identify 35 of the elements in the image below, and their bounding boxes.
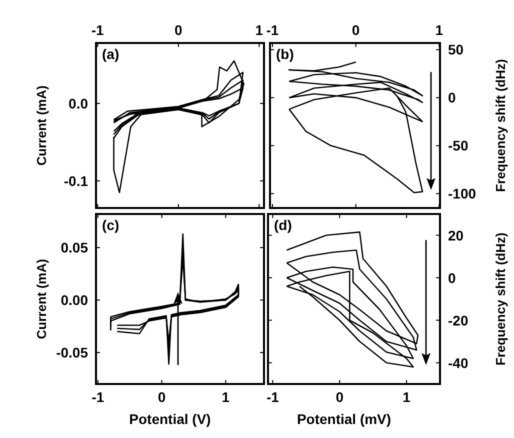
y2-axis-title: Frequency shift (dHz) [493, 232, 508, 366]
annotation: (b) [276, 46, 294, 62]
x-tick-label: -1 [266, 22, 279, 38]
x-axis-title: Potential (V) [129, 411, 211, 427]
y2-tick-label: 20 [448, 227, 464, 244]
y-tick-label: 0.05 [60, 240, 88, 256]
annotation: (a) [102, 46, 120, 62]
y-tick-label: -0.05 [56, 344, 88, 361]
y-tick-label: 0.00 [60, 292, 88, 308]
annotation: (d) [274, 217, 292, 233]
y-tick-label: -0.1 [64, 172, 88, 189]
y-axis-title: Current (mA) [34, 85, 49, 166]
x-tick-label: -1 [92, 389, 104, 405]
y2-tick-label: -40 [448, 354, 468, 371]
x-tick-label: 0 [352, 22, 360, 38]
y-tick-label: 0.0 [68, 95, 88, 112]
x-tick-label: 0 [174, 22, 182, 38]
x-tick-label: 0 [158, 389, 166, 405]
y2-tick-label: -50 [448, 138, 468, 154]
y2-axis-title: Frequency shift (dHz) [493, 59, 508, 192]
y2-tick-label: -20 [448, 312, 468, 328]
x-tick-label: 1 [435, 22, 444, 38]
x-tick-label: -1 [266, 389, 280, 405]
x-tick-label: -1 [91, 22, 104, 38]
y2-tick-label: -100 [448, 186, 476, 202]
x-tick-label: 1 [255, 22, 264, 38]
y2-tick-label: 0 [448, 270, 456, 286]
x-tick-label: 1 [222, 389, 230, 405]
annotation: (c) [102, 217, 120, 233]
y2-tick-label: 0 [448, 90, 456, 106]
x-tick-label: 1 [402, 389, 411, 405]
x-tick-label: 0 [336, 389, 344, 405]
x-axis-title: Potential (mV) [296, 411, 392, 427]
y-axis-title: Current (mA) [34, 258, 49, 340]
y2-tick-label: 50 [448, 42, 464, 58]
